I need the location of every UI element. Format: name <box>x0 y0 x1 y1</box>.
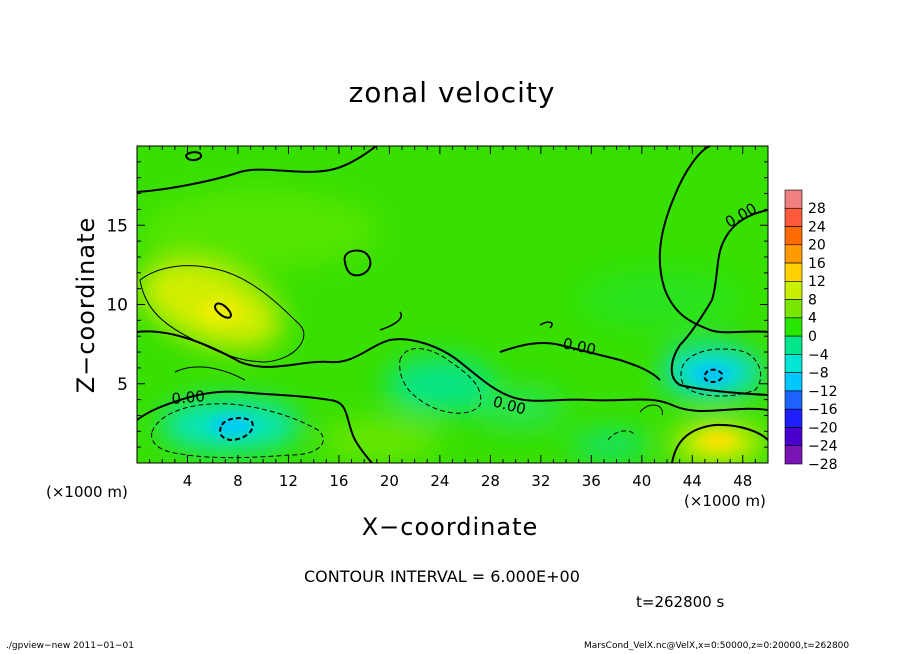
x-tick-label: 20 <box>380 472 399 490</box>
negative-contour-6b <box>399 348 482 414</box>
x-axis-label: X−coordinate <box>361 513 539 541</box>
x-tick-label: 8 <box>233 472 243 490</box>
colorbar-swatch <box>784 335 803 355</box>
colorbar-label: 0 <box>808 329 817 345</box>
negative-contour-6 <box>151 403 324 459</box>
positive-contour-6 <box>139 265 305 363</box>
colorbar-swatch <box>784 408 803 428</box>
colorbar-swatch <box>784 189 803 209</box>
zero-contour-bottom-right <box>671 423 768 463</box>
colorbar-label: −20 <box>808 420 838 436</box>
x-tick-label: 24 <box>430 472 449 490</box>
contour-lines <box>137 146 768 463</box>
x-unit-label-left: (×1000 m) <box>46 483 128 501</box>
colorbar-label: 4 <box>808 311 817 327</box>
x-tick-label: 44 <box>683 472 702 490</box>
y-tick-label: 10 <box>106 296 128 316</box>
negative-contour-6c <box>680 348 762 397</box>
colorbar-label: −28 <box>808 457 838 473</box>
zero-contour-top <box>137 146 377 193</box>
x-tick-label: 40 <box>632 472 651 490</box>
x-tick-label: 16 <box>329 472 348 490</box>
chart-title: zonal velocity <box>348 76 556 109</box>
colorbar-swatch <box>784 372 803 392</box>
zero-contour-right <box>658 146 768 334</box>
x-tick-label: 48 <box>733 472 752 490</box>
x-unit-label-right: (×1000 m) <box>684 492 766 510</box>
zero-contour-blob <box>343 249 372 277</box>
positive-contour-12 <box>214 302 232 319</box>
colorbar: 28 24 20 16 12 8 4 0 −4 −8 −12 −16 −20 −24 −28 <box>784 189 838 473</box>
colorbar-swatch <box>784 207 803 227</box>
zero-contour-top-left <box>185 151 203 162</box>
colorbar-swatch <box>784 262 803 282</box>
zero-contour-lower <box>137 390 373 463</box>
x-tick-label: 4 <box>183 472 193 490</box>
colorbar-swatch <box>784 427 803 447</box>
x-tick-label: 28 <box>481 472 500 490</box>
colorbar-label: −4 <box>808 347 829 363</box>
velocity-field <box>137 146 768 463</box>
negative-contour-12b <box>703 368 724 384</box>
colorbar-swatch <box>784 390 803 410</box>
colorbar-label: 16 <box>808 256 826 272</box>
colorbar-label: −24 <box>808 439 838 455</box>
colorbar-swatch <box>784 354 803 373</box>
colorbar-label: 12 <box>808 274 826 290</box>
positive-contour-6b <box>174 366 246 381</box>
colorbar-swatch <box>784 299 803 319</box>
time-label: t=262800 s <box>636 593 725 611</box>
colorbar-label: −12 <box>808 384 838 400</box>
contour-interval-note: CONTOUR INTERVAL = 6.000E+00 <box>304 567 580 586</box>
contour-label: 0.00 <box>171 387 206 408</box>
footer-right: MarsCond_VelX.nc@VelX,x=0:50000,z=0:2000… <box>584 641 850 651</box>
zero-contour-wiggle <box>499 342 661 381</box>
colorbar-label: 8 <box>808 292 817 308</box>
colorbar-swatch <box>784 317 803 337</box>
x-tick-label: 12 <box>279 472 298 490</box>
y-axis-label: Z−coordinate <box>72 216 100 394</box>
footer-left: ./gpview−new 2011−01−01 <box>6 641 134 651</box>
zero-contour-wiggle2 <box>379 311 553 331</box>
zero-contour-right2 <box>670 209 768 396</box>
colorbar-label: −16 <box>808 402 838 418</box>
y-tick-label: 15 <box>106 216 128 236</box>
y-tick-label: 5 <box>117 375 128 395</box>
colorbar-swatch <box>784 244 803 264</box>
colorbar-label: 20 <box>808 238 826 254</box>
colorbar-swatch <box>784 281 803 300</box>
x-tick-label: 36 <box>582 472 601 490</box>
x-tick-label: 32 <box>531 472 550 490</box>
colorbar-swatch <box>784 226 803 246</box>
colorbar-label: 28 <box>808 201 826 217</box>
zero-contour-mid <box>137 330 768 412</box>
colorbar-label: −8 <box>808 366 829 382</box>
positive-contour-6c <box>639 404 663 416</box>
negative-contour-6d <box>607 430 636 441</box>
colorbar-swatch <box>784 445 803 465</box>
colorbar-label: 24 <box>808 219 826 235</box>
